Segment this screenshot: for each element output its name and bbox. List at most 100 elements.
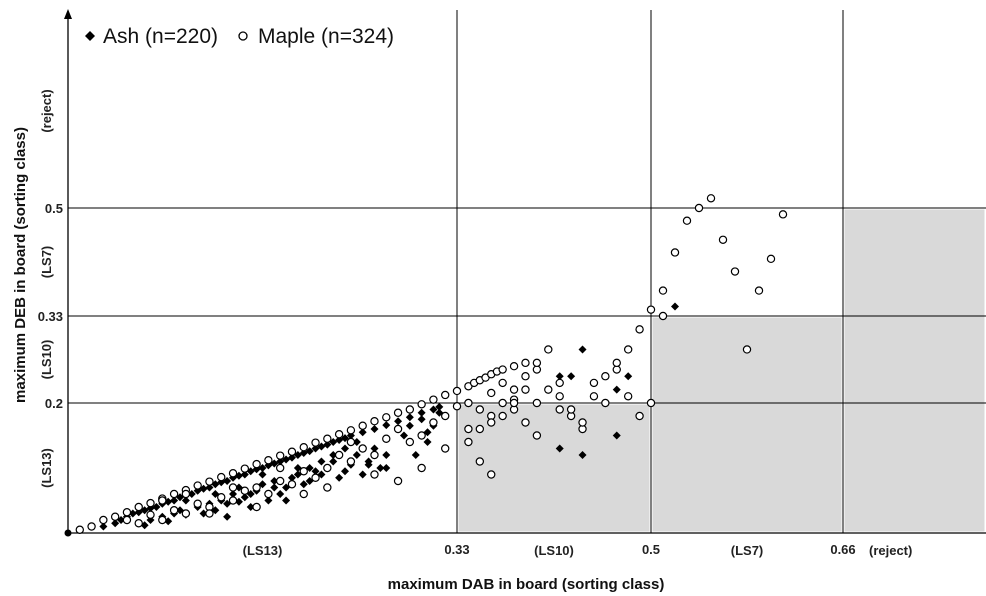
- ash-point: [370, 425, 379, 433]
- x-class-label: (LS10): [534, 543, 574, 558]
- ash-point: [240, 493, 249, 502]
- ash-point: [240, 470, 249, 479]
- maple-point: [555, 378, 564, 388]
- maple-point: [555, 392, 564, 401]
- ash-point: [305, 447, 314, 456]
- maple-point: [217, 472, 226, 482]
- maple-point: [670, 248, 680, 257]
- maple-point: [452, 386, 462, 396]
- y-tick-label: 0.2: [45, 396, 63, 411]
- legend-maple-label: Maple (n=324): [258, 25, 394, 48]
- maple-point: [566, 405, 576, 414]
- y-tick-label: 0.33: [38, 309, 63, 324]
- x-tick-label: 0.5: [642, 542, 660, 557]
- maple-point: [498, 378, 507, 388]
- maple-point: [370, 470, 379, 479]
- ash-point: [317, 457, 326, 466]
- maple-point: [75, 525, 84, 534]
- maple-point: [475, 424, 485, 434]
- ash-point: [299, 480, 308, 489]
- maple-point: [275, 463, 285, 473]
- ash-point: [624, 372, 633, 381]
- maple-point: [393, 408, 403, 417]
- maple-point: [754, 286, 764, 295]
- y-axis-title: maximum DEB in board (sorting class): [12, 127, 29, 403]
- ash-point: [555, 372, 564, 381]
- maple-point: [146, 510, 155, 519]
- maple-point: [521, 358, 530, 368]
- maple-point: [658, 311, 668, 321]
- maple-point: [299, 467, 308, 476]
- x-class-label: (LS7): [731, 543, 764, 558]
- maple-point: [382, 413, 391, 422]
- ash-point: [352, 438, 361, 446]
- y-class-label: (LS13): [39, 448, 54, 488]
- maple-point: [452, 402, 462, 411]
- maple-point: [334, 450, 344, 460]
- x-axis-title: maximum DAB in board (sorting class): [388, 576, 665, 593]
- maple-point: [521, 418, 530, 427]
- maple-point: [532, 398, 542, 408]
- ash-point: [199, 509, 208, 518]
- legend-maple-marker: [238, 31, 248, 41]
- ash-point: [111, 519, 120, 528]
- maple-point: [264, 456, 273, 465]
- shaded-region: [844, 209, 985, 532]
- maple-point: [682, 216, 692, 225]
- y-class-label: (reject): [39, 89, 54, 132]
- maple-point: [441, 390, 450, 400]
- ash-point: [394, 417, 403, 426]
- x-tick-label: 0.66: [830, 542, 855, 557]
- ash-point: [429, 405, 438, 414]
- maple-point: [475, 405, 485, 414]
- ash-point: [270, 483, 279, 492]
- maple-point: [205, 477, 214, 486]
- ash-point: [341, 467, 350, 476]
- maple-point: [287, 480, 297, 489]
- maple-point: [578, 418, 587, 427]
- maple-point: [275, 451, 285, 460]
- maple-point: [134, 519, 143, 528]
- ash-point: [612, 431, 621, 440]
- ash-point: [181, 496, 190, 505]
- maple-point: [370, 417, 379, 426]
- legend: Ash (n=220) Maple (n=324): [85, 25, 394, 48]
- maple-point: [464, 424, 473, 434]
- maple-point: [323, 483, 332, 492]
- ash-point: [323, 440, 332, 449]
- ash-point: [364, 460, 373, 469]
- ash-point: [376, 464, 385, 472]
- x-class-label: (LS13): [243, 543, 283, 558]
- maple-point: [346, 437, 356, 447]
- maple-point: [417, 431, 426, 440]
- maple-point: [544, 385, 553, 394]
- maple-point: [158, 515, 167, 525]
- ash-point: [152, 503, 161, 511]
- ash-point: [311, 467, 320, 476]
- maple-point: [498, 398, 507, 408]
- ash-point: [382, 421, 391, 430]
- maple-point: [509, 385, 519, 394]
- maple-point: [521, 372, 530, 381]
- maple-point: [417, 400, 426, 409]
- ash-point: [258, 464, 267, 472]
- ash-point: [612, 385, 621, 394]
- maple-point: [358, 444, 367, 453]
- maple-point: [240, 486, 250, 495]
- maple-point: [487, 418, 496, 427]
- legend-ash-marker: [85, 31, 95, 41]
- maple-point: [311, 473, 320, 482]
- maple-point: [393, 424, 403, 434]
- maple-point: [169, 506, 179, 515]
- ash-point: [341, 434, 350, 443]
- maple-point: [169, 489, 179, 499]
- maple-point: [766, 254, 776, 264]
- ash-point: [287, 453, 296, 462]
- ash-point: [287, 473, 296, 482]
- maple-point: [464, 437, 473, 447]
- maple-point: [441, 411, 450, 421]
- ash-point: [329, 451, 338, 459]
- ash-point: [382, 451, 391, 459]
- maple-point: [122, 515, 132, 525]
